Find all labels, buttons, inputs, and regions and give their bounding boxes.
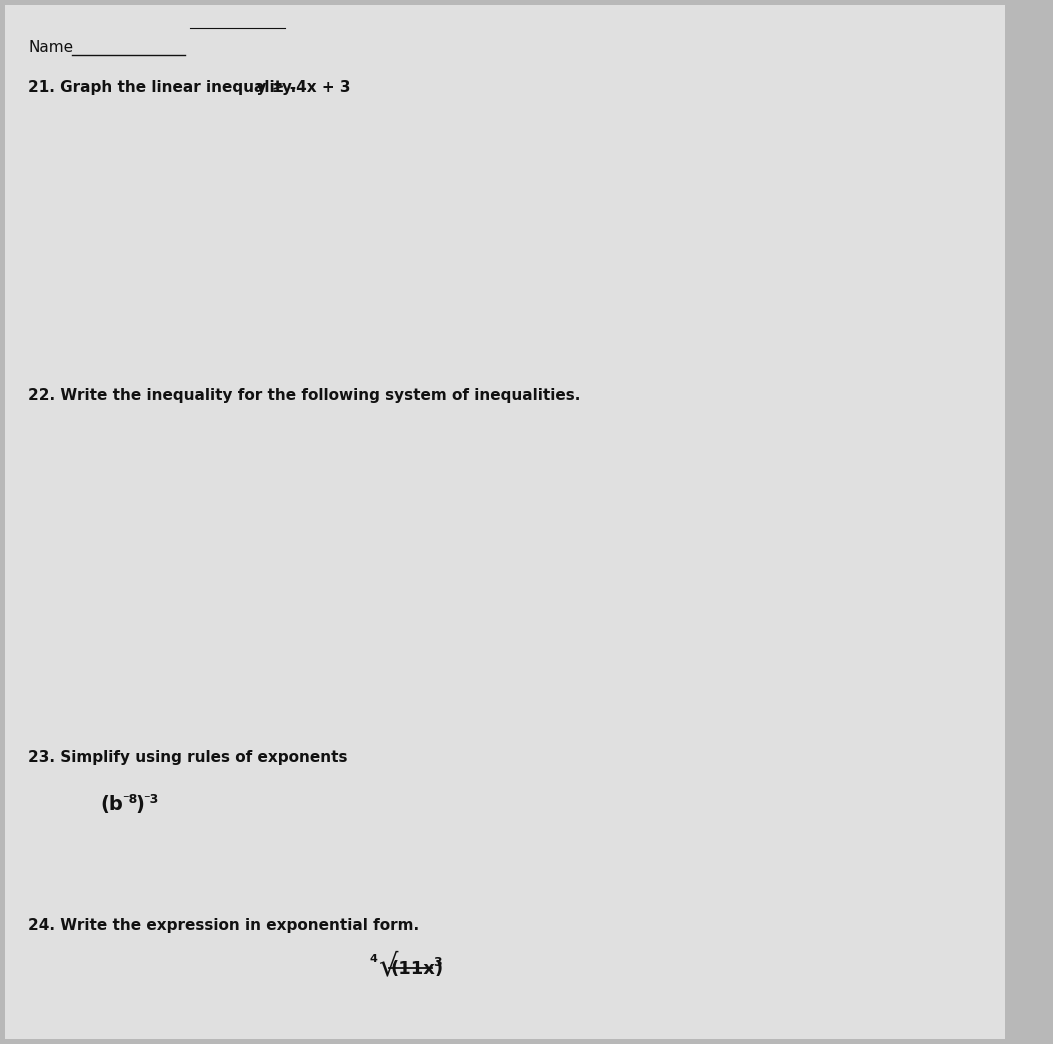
Text: -9: -9: [551, 206, 558, 215]
Text: -8: -8: [567, 206, 574, 215]
Text: -1: -1: [676, 206, 683, 215]
Text: Y: Y: [696, 26, 707, 40]
Text: 1: 1: [709, 206, 714, 215]
Text: -1: -1: [136, 639, 143, 647]
Text: -5: -5: [684, 274, 692, 282]
Text: -3: -3: [644, 206, 653, 215]
Text: 23. Simplify using rules of exponents: 23. Simplify using rules of exponents: [28, 750, 347, 765]
Text: -6: -6: [598, 206, 605, 215]
Text: 3: 3: [433, 956, 441, 969]
Text: 4: 4: [250, 625, 254, 635]
Text: 7: 7: [803, 206, 808, 215]
Text: 7: 7: [687, 85, 692, 94]
Text: -1: -1: [119, 625, 126, 635]
Text: x: x: [281, 603, 289, 614]
Text: -2: -2: [684, 227, 692, 235]
Text: y: y: [153, 476, 160, 487]
Text: 4: 4: [138, 509, 143, 519]
Text: (11x): (11x): [390, 960, 443, 978]
Text: ): ): [135, 794, 144, 814]
Text: -2: -2: [136, 665, 143, 673]
Text: -8: -8: [684, 321, 692, 330]
Text: -4: -4: [136, 716, 143, 725]
Text: 3: 3: [687, 148, 692, 157]
Text: 2: 2: [139, 562, 143, 570]
Text: 3: 3: [740, 206, 746, 215]
Text: 10: 10: [848, 206, 857, 215]
Text: 2: 2: [687, 164, 692, 172]
Text: ⁻8: ⁻8: [122, 793, 137, 806]
Text: 1: 1: [172, 625, 177, 635]
Text: 6: 6: [788, 206, 792, 215]
Text: 2: 2: [724, 206, 730, 215]
Text: -6: -6: [684, 289, 692, 298]
Text: 9: 9: [834, 206, 839, 215]
Text: -9: -9: [684, 336, 692, 346]
Text: 9: 9: [687, 53, 692, 63]
Text: 1: 1: [687, 180, 692, 188]
Text: -3: -3: [136, 690, 143, 699]
Text: 5: 5: [687, 116, 692, 125]
Text: 8: 8: [687, 69, 692, 78]
Text: 21. Graph the linear inequality.: 21. Graph the linear inequality.: [28, 80, 296, 95]
Text: ⁻3: ⁻3: [143, 793, 158, 806]
Text: 4: 4: [370, 954, 378, 964]
Text: 4: 4: [687, 133, 692, 141]
Text: Name: Name: [28, 40, 73, 55]
Text: 6: 6: [687, 100, 692, 110]
Text: 3: 3: [223, 625, 229, 635]
Text: -4: -4: [42, 625, 49, 635]
Text: -3: -3: [67, 625, 75, 635]
FancyBboxPatch shape: [5, 5, 1005, 1039]
Text: 22. Write the inequality for the following system of inequalities.: 22. Write the inequality for the followi…: [28, 388, 580, 403]
Text: X: X: [857, 183, 868, 197]
Text: -7: -7: [684, 305, 692, 313]
Text: -5: -5: [614, 206, 621, 215]
Text: -2: -2: [660, 206, 668, 215]
Text: y ≥ -4x + 3: y ≥ -4x + 3: [246, 80, 351, 95]
Text: √: √: [378, 952, 397, 981]
Text: 1: 1: [139, 588, 143, 596]
Text: 4: 4: [756, 206, 761, 215]
Text: -4: -4: [684, 258, 692, 266]
Text: -7: -7: [582, 206, 590, 215]
Text: 3: 3: [138, 536, 143, 545]
Text: 8: 8: [819, 206, 823, 215]
Text: 2: 2: [198, 625, 202, 635]
Text: 24. Write the expression in exponential form.: 24. Write the expression in exponential …: [28, 918, 419, 933]
Text: 10: 10: [682, 38, 692, 47]
Text: -4: -4: [629, 206, 637, 215]
Text: -2: -2: [94, 625, 101, 635]
Text: -1: -1: [684, 211, 692, 219]
Text: 5: 5: [772, 206, 776, 215]
Text: -3: -3: [684, 242, 692, 251]
Text: (b: (b: [100, 794, 123, 814]
